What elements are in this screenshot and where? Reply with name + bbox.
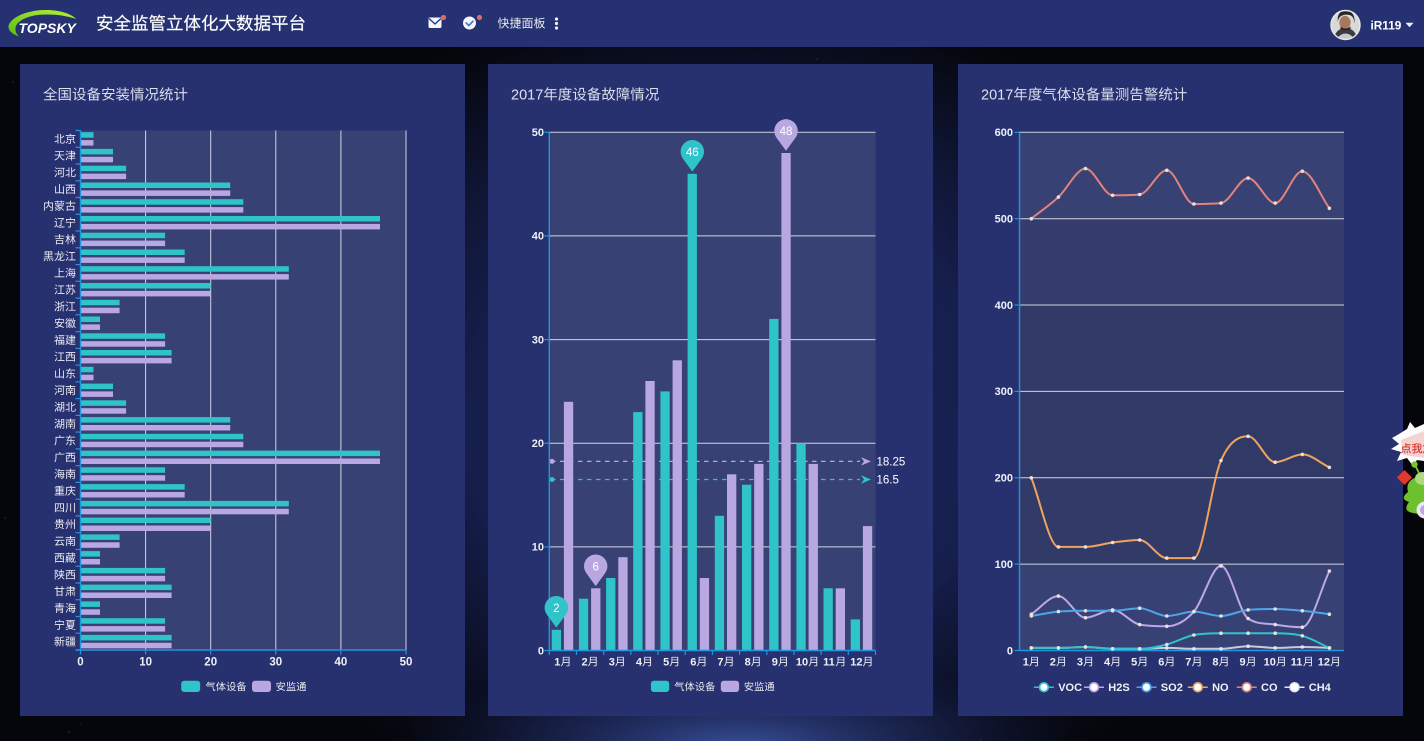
svg-text:100: 100 — [995, 559, 1013, 571]
svg-text:7: 7 — [717, 657, 723, 669]
svg-text:iR119: iR119 — [1371, 19, 1402, 33]
svg-text:TOPSKY: TOPSKY — [19, 20, 78, 36]
svg-text:5: 5 — [663, 657, 669, 669]
svg-text:2: 2 — [582, 657, 588, 669]
svg-text:12: 12 — [1318, 657, 1330, 669]
svg-text:10: 10 — [796, 657, 808, 669]
svg-text:0: 0 — [538, 645, 544, 657]
svg-text:6: 6 — [592, 561, 598, 573]
svg-text:10: 10 — [139, 657, 152, 669]
svg-text:H2S: H2S — [1108, 682, 1129, 694]
svg-text:18.25: 18.25 — [877, 456, 906, 468]
svg-text:500: 500 — [995, 214, 1013, 226]
svg-text:0: 0 — [77, 657, 83, 669]
svg-text:40: 40 — [335, 657, 348, 669]
svg-text:30: 30 — [269, 657, 282, 669]
svg-text:50: 50 — [532, 127, 544, 139]
svg-text:3: 3 — [1077, 657, 1083, 669]
svg-text:11: 11 — [823, 657, 835, 669]
svg-text:NO: NO — [1212, 682, 1229, 694]
svg-text:CO: CO — [1261, 682, 1278, 694]
svg-text:6: 6 — [1158, 657, 1164, 669]
svg-text:5: 5 — [1131, 657, 1137, 669]
svg-text:12: 12 — [850, 657, 862, 669]
svg-text:11: 11 — [1291, 657, 1303, 669]
svg-text:400: 400 — [995, 300, 1013, 312]
svg-text:8: 8 — [1212, 657, 1218, 669]
svg-text:10: 10 — [532, 542, 544, 554]
svg-text:4: 4 — [636, 657, 643, 669]
svg-text:1: 1 — [554, 657, 560, 669]
svg-text:VOC: VOC — [1058, 682, 1082, 694]
svg-text:20: 20 — [532, 438, 544, 450]
svg-text:16.5: 16.5 — [877, 475, 899, 487]
svg-text:0: 0 — [1007, 645, 1013, 657]
svg-text:2: 2 — [1050, 657, 1056, 669]
svg-text:300: 300 — [995, 386, 1013, 398]
svg-text:CH4: CH4 — [1309, 682, 1332, 694]
svg-text:40: 40 — [532, 231, 544, 243]
svg-text:SO2: SO2 — [1161, 682, 1183, 694]
svg-text:2017: 2017 — [511, 88, 543, 104]
svg-text:200: 200 — [995, 473, 1013, 485]
svg-text:2: 2 — [553, 603, 559, 615]
svg-text:4: 4 — [1104, 657, 1111, 669]
svg-text:1: 1 — [1023, 657, 1029, 669]
svg-text:9: 9 — [772, 657, 778, 669]
svg-text:48: 48 — [780, 126, 793, 138]
svg-text:7: 7 — [1185, 657, 1191, 669]
svg-text:8: 8 — [745, 657, 751, 669]
svg-text:20: 20 — [204, 657, 217, 669]
svg-text:2017: 2017 — [981, 88, 1013, 104]
svg-text:9: 9 — [1240, 657, 1246, 669]
svg-text:10: 10 — [1264, 657, 1276, 669]
svg-text:50: 50 — [400, 657, 413, 669]
svg-text:30: 30 — [532, 334, 544, 346]
svg-text:600: 600 — [995, 127, 1013, 139]
svg-text:6: 6 — [690, 657, 696, 669]
svg-text:46: 46 — [686, 147, 699, 159]
svg-text:3: 3 — [609, 657, 615, 669]
